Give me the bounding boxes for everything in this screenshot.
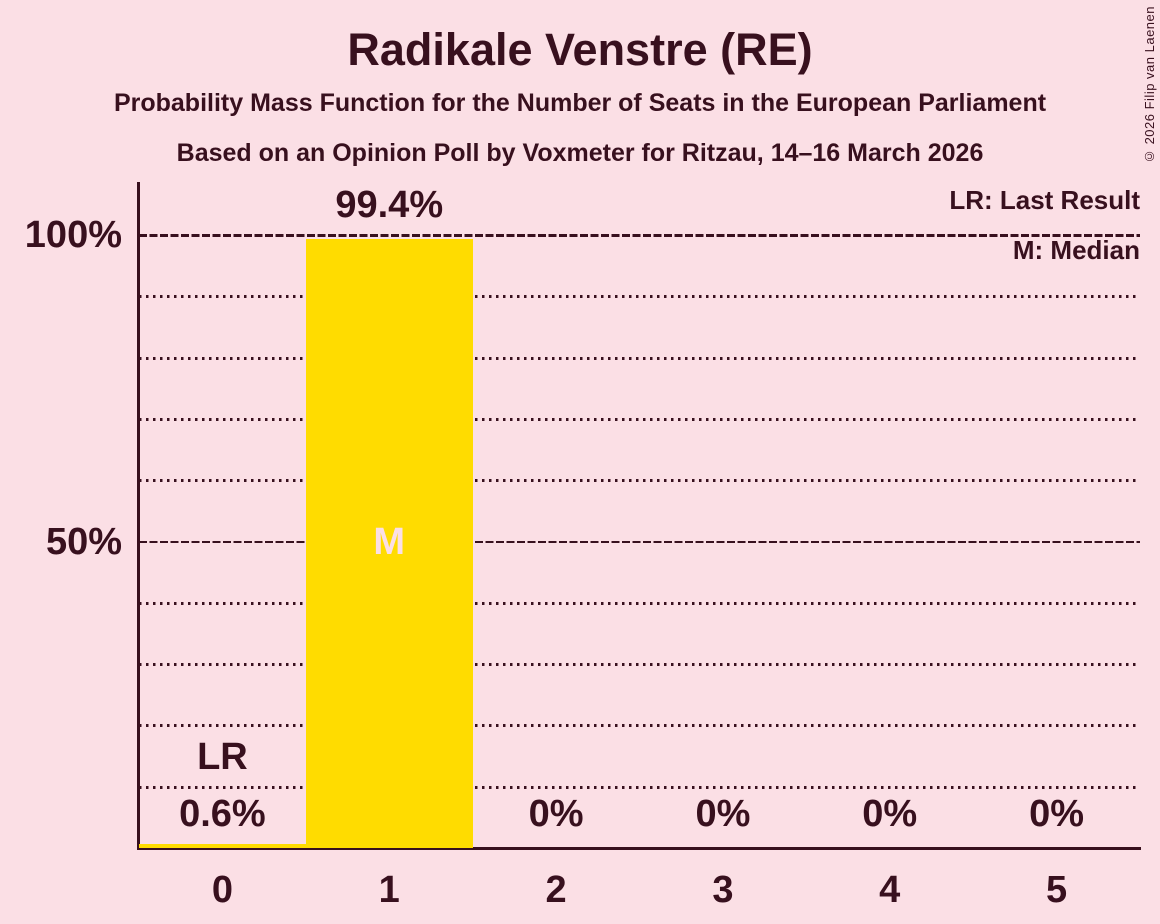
- bar-value-label-seat-1: 99.4%: [335, 184, 444, 226]
- copyright-note: © 2026 Filip van Laenen: [1142, 6, 1157, 165]
- x-tick-3: 3: [712, 869, 734, 911]
- last-result-annotation: LR: [197, 736, 248, 778]
- bar-value-label-seat-0: 0.6%: [179, 793, 266, 835]
- y-axis-line: [137, 182, 140, 850]
- bar-value-label-seat-4: 0%: [862, 793, 918, 835]
- bar-value-label-seat-3: 0%: [695, 793, 751, 835]
- y-axis-label-50: 50%: [45, 521, 122, 563]
- x-axis-tick-labels: 0 1 2 3 4 5: [139, 868, 1140, 912]
- bar-column-seat-3: 0%: [639, 235, 806, 848]
- bar-seat-1: [305, 238, 473, 848]
- x-tick-5: 5: [1045, 869, 1068, 911]
- plot-area: LR 0.6% 99.4% M 0% 0% 0%: [139, 185, 1140, 848]
- gridline-solid-100: [139, 234, 1140, 237]
- gridline-dotted-20: [139, 724, 1140, 728]
- bar-columns: LR 0.6% 99.4% M 0% 0% 0%: [139, 185, 1140, 848]
- y-axis-label-100: 100%: [24, 214, 122, 256]
- x-tick-4: 4: [879, 869, 901, 911]
- x-tick-0: 0: [211, 869, 233, 911]
- bar-column-seat-0: LR 0.6%: [139, 235, 306, 848]
- bar-seat-0: [139, 844, 306, 848]
- gridline-dotted-70: [139, 417, 1140, 421]
- legend-last-result: LR: Last Result: [949, 185, 1140, 215]
- gridline-dotted-40: [139, 601, 1140, 605]
- bar-column-seat-2: 0%: [473, 235, 640, 848]
- gridline-dotted-90: [139, 295, 1140, 299]
- chart-subtitle-poll: Based on an Opinion Poll by Voxmeter for…: [176, 139, 984, 167]
- bar-value-label-seat-2: 0%: [528, 793, 584, 835]
- bar-column-seat-4: 0%: [806, 235, 973, 848]
- x-tick-2: 2: [545, 869, 567, 911]
- bar-column-seat-5: 0%: [973, 235, 1140, 848]
- median-annotation: M: [373, 520, 406, 563]
- gridline-dotted-60: [139, 479, 1140, 483]
- gridline-dotted-10: [139, 785, 1140, 789]
- legend-median: M: Median: [1012, 235, 1140, 265]
- x-axis-line: [137, 847, 1141, 850]
- gridline-solid-50: [139, 540, 1140, 543]
- chart-title: Radikale Venstre (RE): [347, 24, 813, 75]
- bar-value-label-seat-5: 0%: [1029, 793, 1085, 835]
- gridline-dotted-30: [139, 663, 1140, 667]
- gridline-dotted-80: [139, 356, 1140, 360]
- x-tick-1: 1: [378, 869, 400, 911]
- bar-column-seat-1: 99.4% M: [305, 185, 473, 848]
- chart-subtitle-pmf: Probability Mass Function for the Number…: [113, 89, 1047, 117]
